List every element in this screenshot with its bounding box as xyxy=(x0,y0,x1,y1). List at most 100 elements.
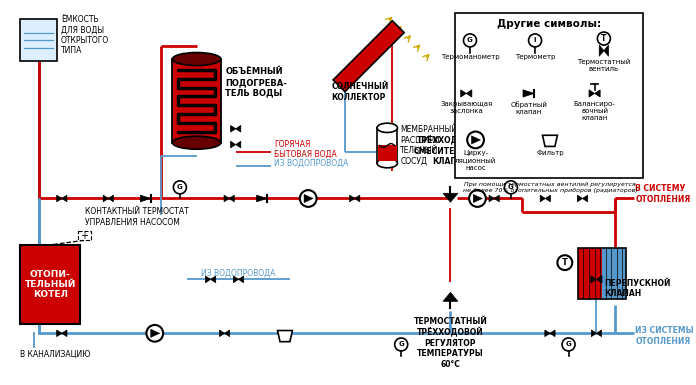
Circle shape xyxy=(464,34,477,47)
Bar xyxy=(378,146,397,161)
Text: В КАНАЛИЗАЦИЮ: В КАНАЛИЗАЦИЮ xyxy=(20,349,90,358)
Bar xyxy=(377,128,397,163)
Text: G: G xyxy=(398,341,404,347)
Circle shape xyxy=(173,181,187,194)
Text: i: i xyxy=(534,37,537,44)
Polygon shape xyxy=(224,195,229,202)
Polygon shape xyxy=(494,195,499,202)
Text: T: T xyxy=(601,34,607,43)
Circle shape xyxy=(300,190,317,207)
Circle shape xyxy=(528,34,541,47)
Bar xyxy=(173,59,221,143)
Bar xyxy=(602,248,626,299)
Polygon shape xyxy=(461,90,466,97)
Polygon shape xyxy=(103,195,109,202)
Polygon shape xyxy=(604,45,608,56)
Polygon shape xyxy=(205,276,211,283)
Text: ОТОПИ-
ТЕЛЬНЫЙ
КОТЕЛ: ОТОПИ- ТЕЛЬНЫЙ КОТЕЛ xyxy=(24,270,76,300)
Text: МЕМБРАННЫЙ
РАСШИРИ-
ТЕЛЬНЫЙ
СОСУД: МЕМБРАННЫЙ РАСШИРИ- ТЕЛЬНЫЙ СОСУД xyxy=(400,126,457,166)
Polygon shape xyxy=(443,292,458,301)
Text: ГОРЯЧАЯ
БЫТОВАЯ ВОДА: ГОРЯЧАЯ БЫТОВАЯ ВОДА xyxy=(274,139,337,159)
Polygon shape xyxy=(599,45,604,56)
Circle shape xyxy=(597,32,610,45)
Polygon shape xyxy=(594,90,600,97)
Text: Термоманометр: Термоманометр xyxy=(441,54,499,60)
Text: T: T xyxy=(562,258,568,267)
Polygon shape xyxy=(545,195,551,202)
Bar xyxy=(455,13,643,178)
Polygon shape xyxy=(236,126,241,132)
Polygon shape xyxy=(523,90,534,97)
Text: G: G xyxy=(467,37,473,44)
Ellipse shape xyxy=(173,52,221,65)
Polygon shape xyxy=(540,195,545,202)
Polygon shape xyxy=(578,195,583,202)
Text: G: G xyxy=(508,184,514,190)
Polygon shape xyxy=(466,90,472,97)
Polygon shape xyxy=(550,330,555,336)
Polygon shape xyxy=(596,330,601,336)
Text: ТРЁХХОДОВОЙ
СМЕСИТЕЛЬНЫЙ
КЛАПАН: ТРЁХХОДОВОЙ СМЕСИТЕЛЬНЫЙ КЛАПАН xyxy=(413,135,488,166)
Polygon shape xyxy=(236,141,241,148)
Circle shape xyxy=(557,255,572,270)
Polygon shape xyxy=(233,276,239,283)
Text: СОЛНЕЧНЫЙ
КОЛЛЕКТОР: СОЛНЕЧНЫЙ КОЛЛЕКТОР xyxy=(331,82,389,102)
Bar xyxy=(20,19,57,61)
Polygon shape xyxy=(349,195,355,202)
Polygon shape xyxy=(141,195,150,202)
Polygon shape xyxy=(489,195,494,202)
Polygon shape xyxy=(278,330,292,341)
Text: КОНТАКТНЫЙ ТЕРМОСТАТ
УПРАВЛЕНИЯ НАСОСОМ: КОНТАКТНЫЙ ТЕРМОСТАТ УПРАВЛЕНИЯ НАСОСОМ xyxy=(85,208,189,227)
Polygon shape xyxy=(333,21,404,92)
Polygon shape xyxy=(230,141,236,148)
Text: Другие символы:: Другие символы: xyxy=(497,19,601,29)
Circle shape xyxy=(467,132,484,148)
Ellipse shape xyxy=(377,159,397,168)
Polygon shape xyxy=(443,193,458,202)
Circle shape xyxy=(469,190,486,207)
Text: Термометр: Термометр xyxy=(515,54,555,60)
Polygon shape xyxy=(150,329,160,338)
Ellipse shape xyxy=(173,136,221,149)
Polygon shape xyxy=(471,136,481,144)
Text: G: G xyxy=(566,341,571,347)
Bar xyxy=(78,231,90,240)
Polygon shape xyxy=(62,330,67,336)
Polygon shape xyxy=(583,195,587,202)
Polygon shape xyxy=(355,195,360,202)
Polygon shape xyxy=(596,276,602,283)
Text: ПЕРЕПУСКНОЙ
КЛАПАН: ПЕРЕПУСКНОЙ КЛАПАН xyxy=(604,279,670,298)
Text: ИЗ ВОДОПРОВОДА: ИЗ ВОДОПРОВОДА xyxy=(201,268,276,277)
Circle shape xyxy=(146,325,163,341)
Polygon shape xyxy=(473,194,482,203)
Polygon shape xyxy=(62,195,67,202)
Polygon shape xyxy=(589,90,594,97)
Text: ЁМКОСТЬ
ДЛЯ ВОДЫ
ОТКРЫТОГО
ТИПА: ЁМКОСТЬ ДЛЯ ВОДЫ ОТКРЫТОГО ТИПА xyxy=(61,15,109,55)
Text: Термостатный
вентиль: Термостатный вентиль xyxy=(577,58,631,72)
Polygon shape xyxy=(211,276,216,283)
Bar xyxy=(578,248,626,299)
Bar xyxy=(578,248,602,299)
Ellipse shape xyxy=(377,123,397,132)
Text: ИЗ ВОДОПРОВОДА: ИЗ ВОДОПРОВОДА xyxy=(274,159,348,167)
Text: ИЗ СИСТЕМЫ
ОТОПЛЕНИЯ: ИЗ СИСТЕМЫ ОТОПЛЕНИЯ xyxy=(635,326,694,346)
Polygon shape xyxy=(229,195,235,202)
Bar xyxy=(20,245,81,324)
Polygon shape xyxy=(219,330,225,336)
Polygon shape xyxy=(304,194,313,203)
Polygon shape xyxy=(109,195,113,202)
Text: Обратный
клапан: Обратный клапан xyxy=(510,101,547,115)
Polygon shape xyxy=(56,330,62,336)
Polygon shape xyxy=(542,135,557,146)
Polygon shape xyxy=(591,276,596,283)
Text: Цирку-
ляционный
насос: Цирку- ляционный насос xyxy=(455,150,496,171)
Text: При помощи термостатных вентилей регулируется
не более 70% отопительных приборов: При помощи термостатных вентилей регулир… xyxy=(463,182,638,192)
Text: В СИСТЕМУ
ОТОПЛЕНИЯ: В СИСТЕМУ ОТОПЛЕНИЯ xyxy=(635,184,690,204)
Circle shape xyxy=(395,338,408,351)
Text: ОБЪЁМНЫЙ
ПОДОГРЕВА-
ТЕЛЬ ВОДЫ: ОБЪЁМНЫЙ ПОДОГРЕВА- ТЕЛЬ ВОДЫ xyxy=(226,67,287,97)
Polygon shape xyxy=(230,126,236,132)
Circle shape xyxy=(562,338,575,351)
Text: G: G xyxy=(177,184,183,190)
Polygon shape xyxy=(592,330,596,336)
Text: Фильтр: Фильтр xyxy=(536,150,564,156)
